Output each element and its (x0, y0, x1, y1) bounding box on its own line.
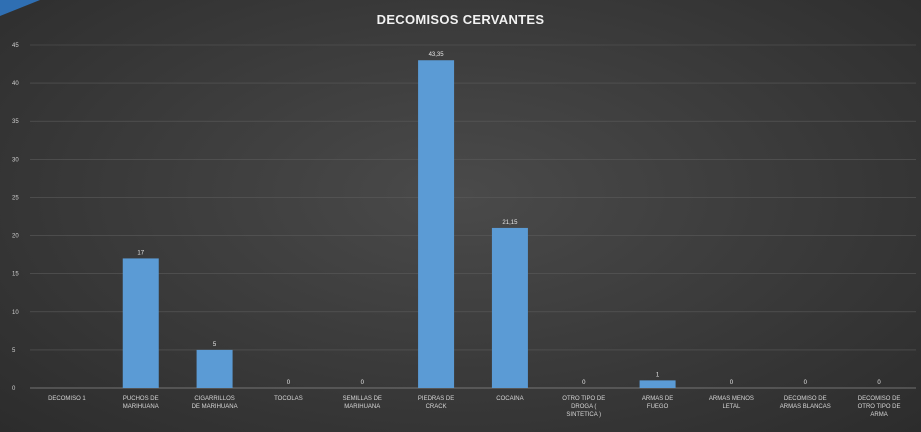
y-tick-label: 20 (12, 234, 19, 240)
bar (491, 227, 528, 388)
y-tick-label: 5 (12, 348, 16, 354)
y-tick-label: 35 (12, 119, 19, 125)
x-tick-label: COCAINA (496, 396, 523, 402)
data-label: 0 (804, 380, 808, 386)
data-label: 43,35 (429, 52, 445, 58)
data-label: 5 (213, 342, 217, 348)
data-label: 0 (582, 380, 586, 386)
x-tick-label: ARMAS MENOS LETAL (709, 396, 754, 410)
x-tick-label: DECOMISO DE ARMAS BLANCAS (780, 396, 831, 410)
y-tick-label: 0 (12, 386, 16, 392)
data-label: 0 (730, 380, 734, 386)
y-tick-label: 10 (12, 310, 19, 316)
data-label: 21,15 (502, 220, 518, 226)
data-label: 1 (656, 372, 660, 378)
x-tick-label: PUCHOS DE MARIHUANA (123, 396, 159, 410)
bar (639, 380, 676, 388)
corner-accent (0, 0, 40, 16)
data-label: 0 (877, 380, 881, 386)
data-label: 0 (287, 380, 291, 386)
x-tick-label: DECOMISO 1 (48, 396, 86, 402)
y-tick-label: 25 (12, 195, 19, 201)
x-tick-label: ARMAS DE FUEGO (642, 396, 673, 410)
x-tick-label: TOCOLAS (274, 396, 303, 402)
x-tick-label: DECOMISO DE OTRO TIPO DE ARMA (858, 396, 901, 418)
bar (196, 349, 233, 388)
y-tick-label: 40 (12, 81, 19, 87)
y-tick-label: 15 (12, 272, 19, 278)
x-tick-label: CIGARRILLOS DE MARIHUANA (192, 396, 238, 410)
y-tick-label: 45 (12, 43, 19, 49)
y-tick-label: 30 (12, 157, 19, 163)
data-label: 0 (361, 380, 365, 386)
x-tick-label: SEMILLAS DE MARIHUANA (343, 396, 382, 410)
bar (122, 258, 159, 388)
x-tick-label: OTRO TIPO DE DROGA (SINTETICA ) (562, 396, 605, 418)
bar (418, 60, 455, 388)
chart-title: DECOMISOS CERVANTES (376, 12, 545, 27)
data-label: 17 (137, 250, 144, 256)
x-tick-label: PIEDRAS DE CRACK (418, 396, 454, 410)
